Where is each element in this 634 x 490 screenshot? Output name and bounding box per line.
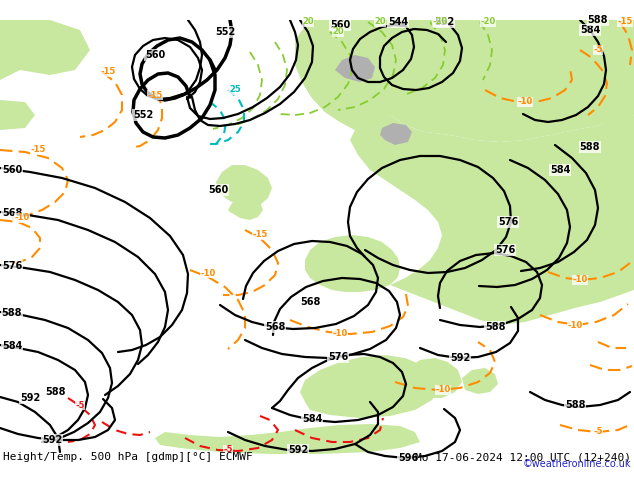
Text: -15: -15 <box>147 91 163 99</box>
Text: 568: 568 <box>2 208 22 218</box>
Text: 576: 576 <box>498 217 518 227</box>
Text: 20: 20 <box>332 27 344 36</box>
Text: -20: -20 <box>481 18 496 26</box>
Polygon shape <box>295 20 465 130</box>
Text: 588: 588 <box>579 142 600 152</box>
Text: 560: 560 <box>330 20 350 30</box>
Text: 560: 560 <box>145 50 165 60</box>
Text: 552: 552 <box>133 110 153 120</box>
Text: -10: -10 <box>332 329 347 339</box>
Text: -15: -15 <box>100 68 115 76</box>
Text: -15: -15 <box>618 18 633 26</box>
Text: -5: -5 <box>593 46 603 54</box>
Text: 25: 25 <box>229 85 241 95</box>
Polygon shape <box>405 358 462 398</box>
Text: 560: 560 <box>208 185 228 195</box>
Text: -5: -5 <box>223 445 233 455</box>
Text: -10: -10 <box>573 275 588 285</box>
Text: 592: 592 <box>20 393 40 403</box>
Text: 584: 584 <box>302 414 322 424</box>
Text: Mo 17-06-2024 12:00 UTC (12+240): Mo 17-06-2024 12:00 UTC (12+240) <box>415 452 631 462</box>
Text: 568: 568 <box>300 297 320 307</box>
Text: 584: 584 <box>2 341 22 351</box>
Text: -10: -10 <box>517 98 533 106</box>
Text: -10: -10 <box>200 269 216 277</box>
Text: 588: 588 <box>588 15 608 25</box>
Text: 560: 560 <box>2 165 22 175</box>
Polygon shape <box>0 100 35 130</box>
Text: -5: -5 <box>75 400 85 410</box>
Text: 20: 20 <box>302 18 314 26</box>
Text: 576: 576 <box>495 245 515 255</box>
Polygon shape <box>155 424 420 454</box>
Text: -10: -10 <box>15 214 30 222</box>
Polygon shape <box>380 123 412 145</box>
Text: 588: 588 <box>2 308 22 318</box>
Polygon shape <box>228 198 263 220</box>
Text: 588: 588 <box>485 322 505 332</box>
Text: 552: 552 <box>434 17 454 27</box>
Polygon shape <box>335 55 375 82</box>
Text: 588: 588 <box>565 400 585 410</box>
Text: 592: 592 <box>42 435 62 445</box>
Polygon shape <box>0 20 90 80</box>
Text: Height/Temp. 500 hPa [gdmp][°C] ECMWF: Height/Temp. 500 hPa [gdmp][°C] ECMWF <box>3 452 253 462</box>
Text: -15: -15 <box>252 230 268 240</box>
Text: 588: 588 <box>45 387 65 397</box>
Text: 592: 592 <box>288 445 308 455</box>
Text: 584: 584 <box>550 165 570 175</box>
Text: 544: 544 <box>388 17 408 27</box>
Text: 568: 568 <box>265 322 285 332</box>
Text: 552: 552 <box>215 27 235 37</box>
Text: ©weatheronline.co.uk: ©weatheronline.co.uk <box>522 459 631 469</box>
Text: 576: 576 <box>328 352 348 362</box>
Polygon shape <box>300 355 440 418</box>
Polygon shape <box>295 20 634 142</box>
Text: -10: -10 <box>436 386 451 394</box>
Text: 20: 20 <box>374 18 386 26</box>
Text: 576: 576 <box>2 261 22 271</box>
Text: 596: 596 <box>398 453 418 463</box>
Polygon shape <box>305 115 634 325</box>
Text: -20: -20 <box>432 18 448 26</box>
Text: -10: -10 <box>567 320 583 329</box>
Text: -15: -15 <box>30 146 46 154</box>
Polygon shape <box>462 368 498 394</box>
Text: -5: -5 <box>593 427 603 437</box>
Text: 584: 584 <box>580 25 600 35</box>
Text: 592: 592 <box>450 353 470 363</box>
Polygon shape <box>216 165 272 208</box>
